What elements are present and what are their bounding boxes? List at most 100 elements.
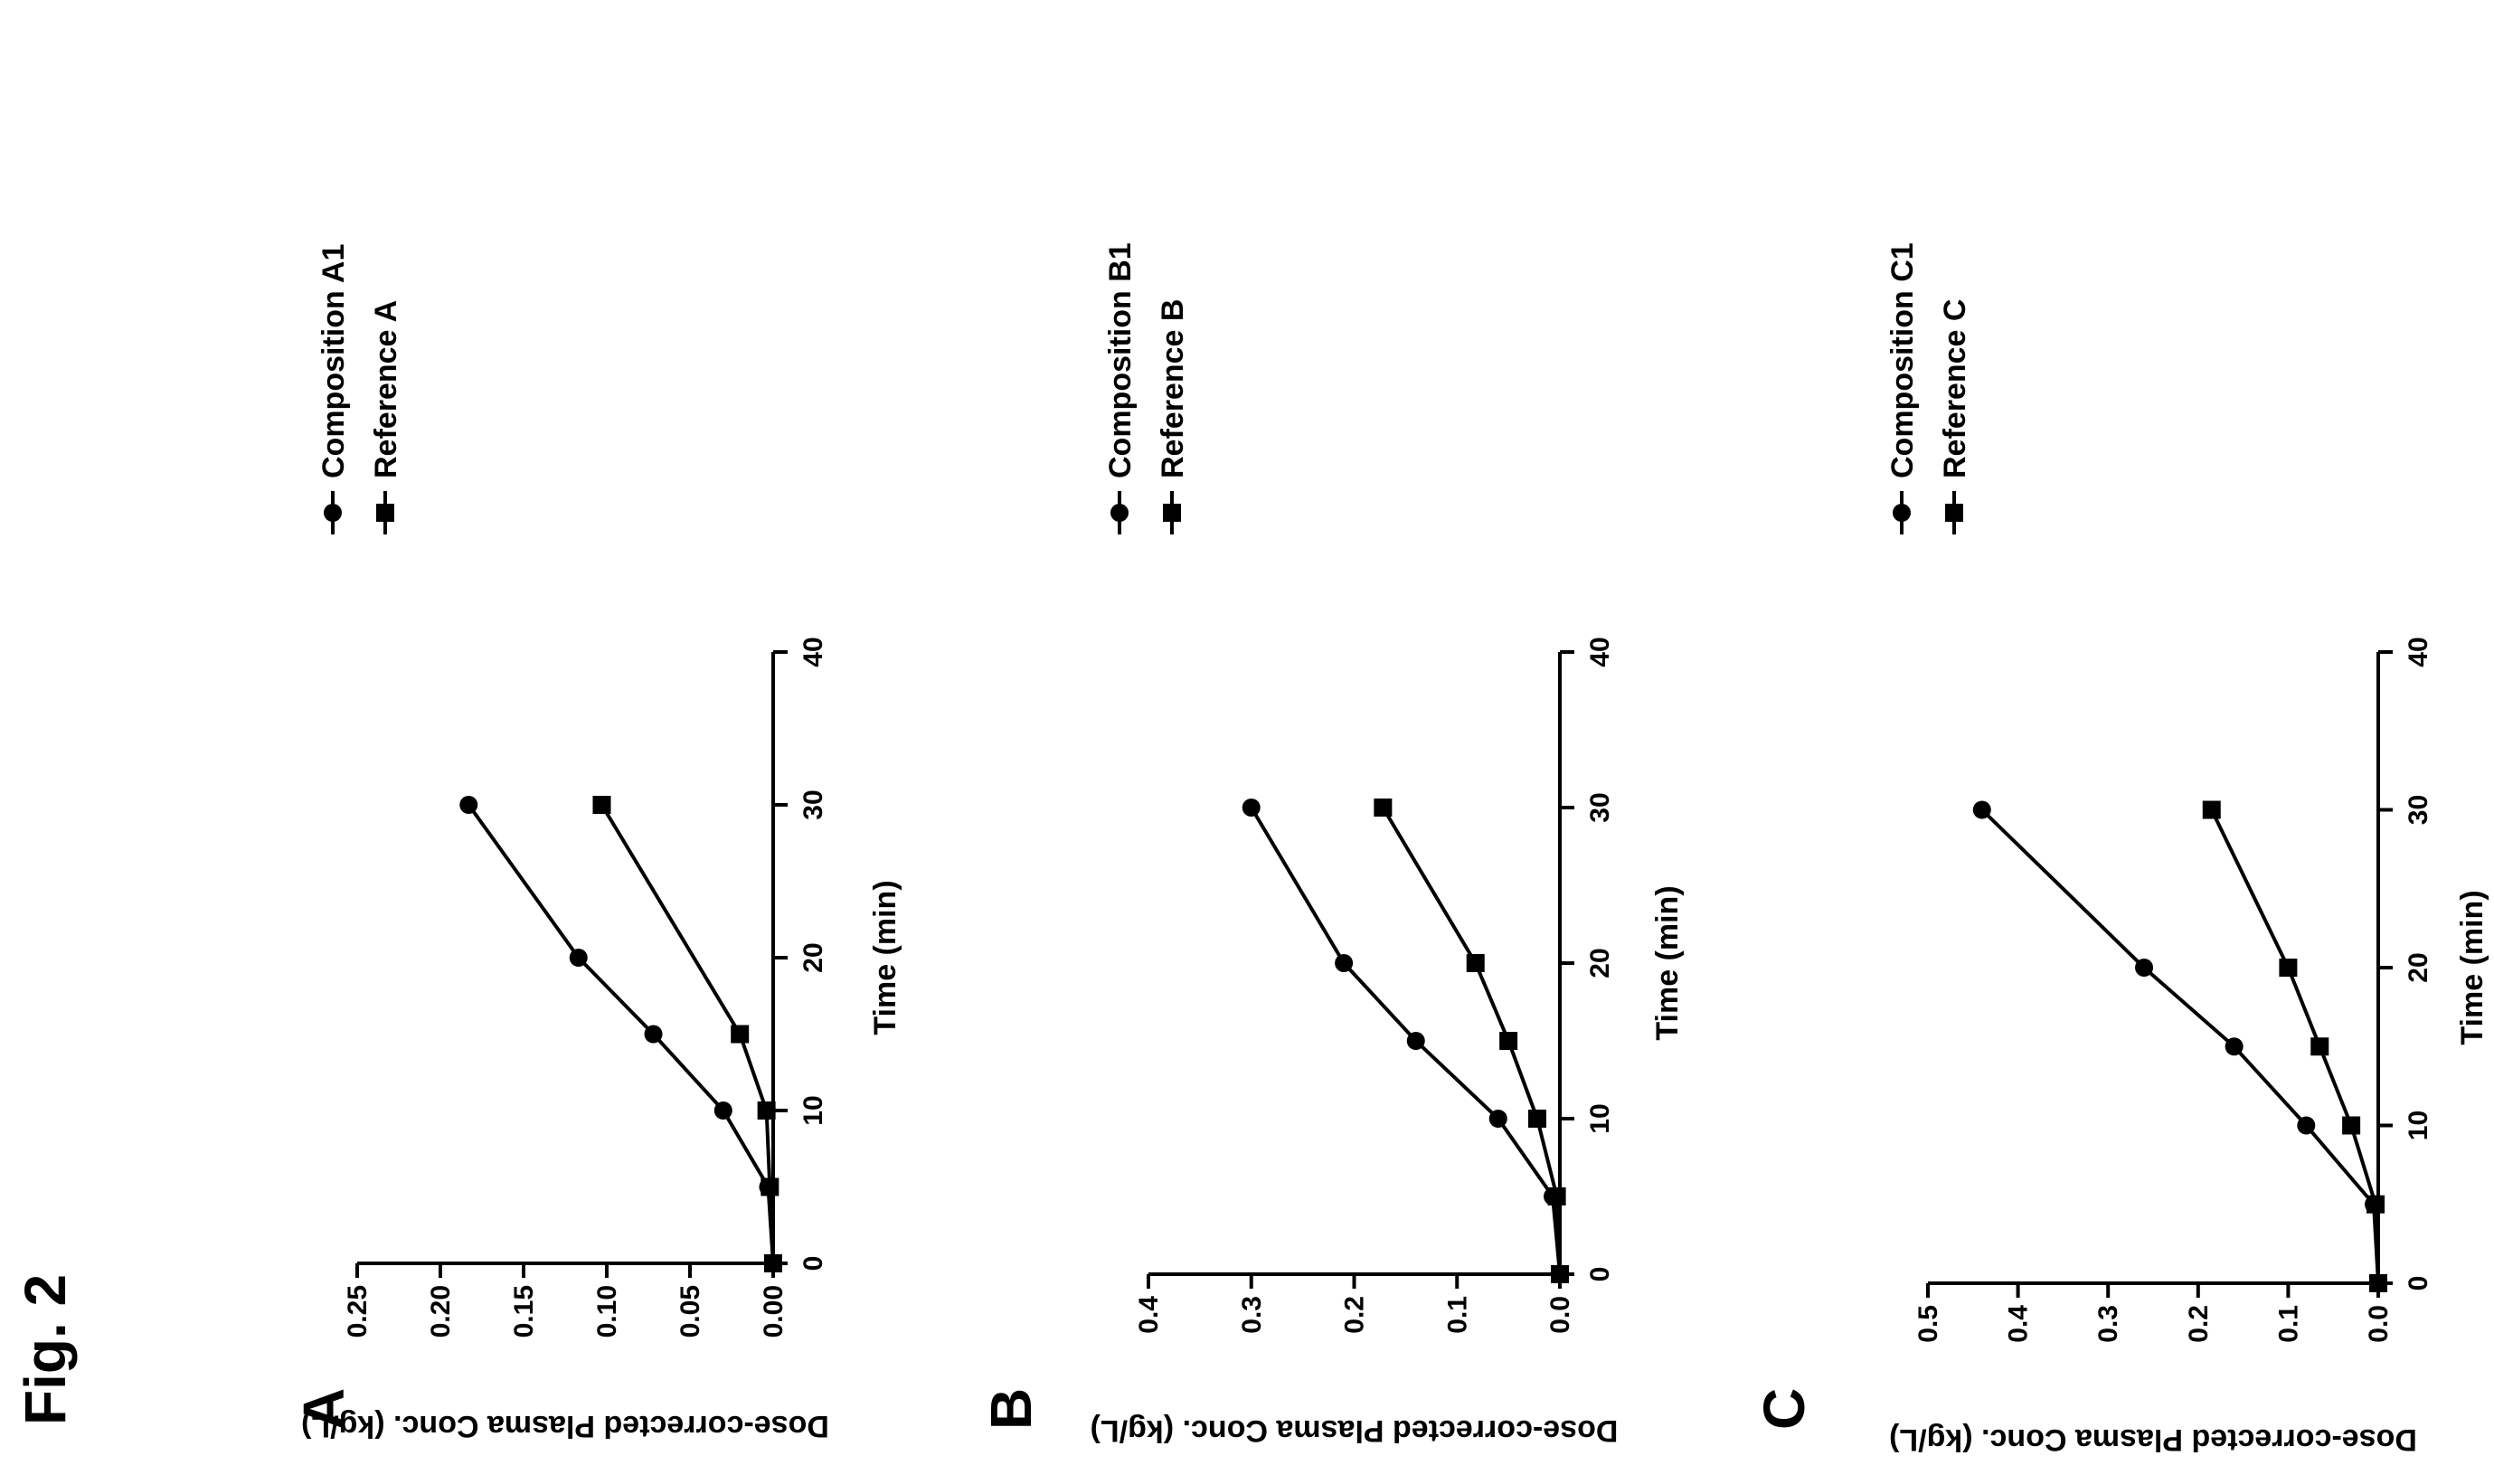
y-tick-label: 0.00 [759,1285,789,1337]
x-tick-label: 30 [2404,795,2433,825]
x-tick-label: 10 [798,1095,828,1125]
data-point-circle [2135,959,2154,977]
data-point-circle [644,1025,663,1044]
y-tick-label: 0.2 [2184,1305,2214,1343]
x-tick-label: 20 [1585,948,1615,978]
x-tick-label: 10 [1585,1103,1615,1133]
x-tick-label: 30 [1585,792,1615,822]
x-tick-label: 0 [798,1256,828,1271]
x-tick-label: 0 [2404,1276,2433,1291]
legend-entry: Composition B1 [1103,242,1138,534]
series-line [1381,806,1562,1275]
data-point-square [731,1025,750,1044]
legend-label: Reference C [1938,299,1972,478]
y-tick-label: 0.3 [1237,1296,1267,1334]
y-tick-label: 0.10 [592,1285,622,1337]
series-1 [1242,799,1569,1283]
data-point-circle [2297,1116,2316,1135]
x-tick-label: 20 [2404,952,2433,982]
legend-label: Composition A1 [316,244,351,478]
data-point-circle [1335,954,1354,972]
data-point-square [2369,1274,2387,1292]
legend-marker-circle [1893,504,1911,522]
x-tick-label: 40 [798,637,828,666]
data-point-square [2342,1116,2361,1135]
data-point-circle [1242,799,1261,817]
y-tick-label: 0.3 [2093,1305,2123,1343]
data-point-circle [1972,800,1991,819]
x-tick-label: 10 [2404,1111,2433,1140]
legend-entry: Reference A [369,300,403,534]
data-point-square [2202,800,2221,819]
y-tick-label: 0.15 [509,1285,539,1337]
y-tick-label: 0.0 [1545,1296,1575,1334]
data-point-square [760,1177,779,1196]
y-tick-label: 0.4 [2004,1305,2034,1343]
y-axis-label: Dose-corrected Plasma Conc. (kg/L) [1091,1413,1619,1448]
series-line [467,803,775,1264]
data-point-square [1499,1032,1518,1050]
axes [355,650,788,1278]
panel-label: B [978,1388,1044,1430]
legend-entry: Reference B [1156,299,1190,534]
data-point-square [1527,1110,1546,1128]
figure-title: Fig. 2 [13,1274,78,1425]
data-point-square [1374,799,1393,817]
data-point-square [1547,1187,1566,1205]
y-tick-label: 0.0 [2364,1305,2394,1343]
panel-label: A [291,1388,356,1430]
series-line [1250,806,1562,1275]
legend-marker-square [1945,504,1963,522]
y-axis-label: Dose-corrected Plasma Conc. (kg/L) [301,1409,829,1443]
x-tick-label: 20 [798,942,828,972]
y-tick-label: 0.05 [675,1285,705,1337]
data-point-square [1551,1265,1569,1283]
legend-entry: Composition C1 [1885,242,1920,534]
axes [1147,650,1574,1289]
panel-c: C 0 10 20 30 40 0.0 0.1 0.2 0.3 0.4 0.5 Time (min) Do… [1752,242,2489,1457]
data-point-square [757,1101,776,1120]
data-point-square [2279,959,2298,977]
legend-entry: Composition A1 [316,244,351,534]
y-tick-label: 0.1 [2273,1305,2303,1343]
data-point-circle [1406,1032,1425,1050]
rotated-figure: Fig. 2 A0102030400.000.050.100.150.200.2… [13,242,2489,1457]
panel-label: C [1752,1388,1817,1430]
data-point-square [592,796,611,814]
x-axis-label: Time (min) [1650,885,1685,1040]
legend-marker-circle [324,504,342,522]
legend-label: Composition B1 [1103,242,1138,478]
data-point-circle [1488,1110,1507,1128]
series-2 [592,796,782,1272]
legend-label: Reference B [1156,299,1190,478]
series-2 [1374,799,1569,1283]
legend-marker-circle [1110,504,1129,522]
x-tick-label: 30 [798,789,828,819]
y-tick-label: 0.25 [343,1285,373,1337]
x-tick-label: 40 [1585,637,1615,666]
y-tick-label: 0.5 [1913,1305,1943,1343]
data-point-square [2310,1037,2329,1056]
x-tick-label: 0 [1585,1267,1615,1282]
panel-b: B 0 10 20 30 40 0.0 0.1 0.2 0.3 0.4 Time (min) Dose-… [978,242,1685,1448]
data-point-circle [2225,1037,2244,1056]
legend-entry: Reference C [1938,299,1972,534]
legend-label: Composition C1 [1885,242,1920,478]
y-tick-label: 0.20 [426,1285,456,1337]
legend-marker-square [1163,504,1181,522]
data-point-square [1466,954,1485,972]
y-tick-label: 0.4 [1134,1296,1164,1334]
legend-label: Reference A [369,300,403,478]
x-axis-label: Time (min) [868,880,902,1035]
data-point-circle [713,1101,732,1120]
y-tick-label: 0.2 [1340,1296,1370,1334]
y-axis-label: Dose-corrected Plasma Conc. (kg/L) [1889,1423,2417,1457]
y-tick-label: 0.1 [1442,1296,1472,1334]
x-tick-label: 40 [2404,637,2433,666]
data-point-square [2366,1195,2385,1214]
legend-marker-square [376,504,394,522]
panel-a: A 0 10 20 30 40 0.00 0.05 0.10 0.15 0.20 0.25 Time (… [291,244,902,1443]
x-axis-label: Time (min) [2455,890,2489,1044]
data-point-circle [459,796,478,814]
